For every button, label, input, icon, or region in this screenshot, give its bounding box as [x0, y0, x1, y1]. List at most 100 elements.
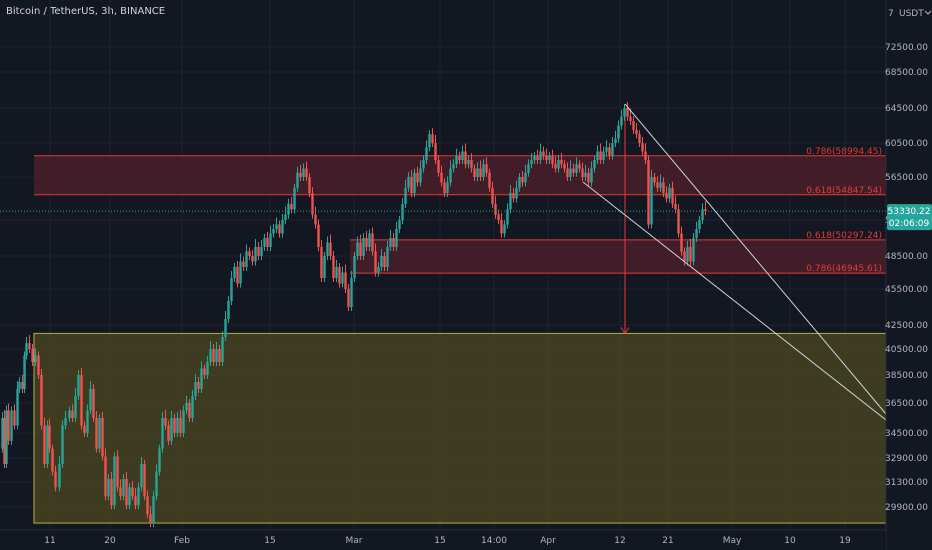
- candle-body: [332, 256, 335, 278]
- candle-body: [500, 220, 503, 234]
- candle-body: [21, 382, 24, 389]
- candle-body: [512, 193, 515, 199]
- candle-body: [365, 238, 368, 247]
- candle-body: [617, 125, 620, 139]
- candle-body: [263, 238, 266, 247]
- candle-body: [386, 247, 389, 267]
- price-tick-label: 34500.00: [885, 429, 928, 439]
- candle-body: [311, 193, 314, 215]
- candle-body: [179, 418, 182, 433]
- candle-body: [560, 160, 563, 165]
- candle-body: [329, 242, 332, 256]
- candle-body: [137, 487, 140, 506]
- candle-body: [10, 410, 13, 441]
- candle-body: [566, 168, 569, 177]
- candle-body: [236, 267, 239, 284]
- candle-body: [176, 418, 179, 433]
- candle-body: [674, 203, 677, 210]
- candle-body: [503, 224, 506, 234]
- candle-body: [422, 160, 425, 169]
- candle-body: [293, 187, 296, 210]
- candle-body: [101, 418, 104, 457]
- time-tick-label: 19: [839, 536, 851, 546]
- candle-body: [1, 418, 4, 449]
- candle-body: [548, 155, 551, 160]
- fib-zone-lower: [350, 239, 886, 274]
- candle-body: [61, 425, 64, 464]
- candle-body: [638, 134, 641, 143]
- price-tick-label: 40500.00: [885, 345, 928, 355]
- candle-body: [353, 256, 356, 278]
- chevron-down-icon[interactable]: [924, 10, 932, 15]
- price-tick-label: 36500.00: [885, 399, 928, 409]
- candle-body: [25, 343, 28, 356]
- candle-body: [113, 456, 116, 506]
- candle-body: [380, 256, 383, 267]
- price-tick-label: 31300.00: [885, 478, 928, 488]
- candle-body: [689, 247, 692, 262]
- candle-body: [506, 209, 509, 225]
- time-tick-label: 15: [264, 536, 275, 546]
- measure-arrow-head: [620, 327, 630, 335]
- candle-body: [239, 261, 242, 284]
- candle-body: [572, 168, 575, 173]
- candle-body: [326, 242, 329, 256]
- candle-body: [224, 319, 227, 337]
- bar-countdown: 02:06:09: [889, 219, 930, 229]
- price-tick-label: 56500.00: [885, 173, 928, 183]
- candle-body: [290, 203, 293, 210]
- candle-body: [155, 471, 158, 497]
- candle-body: [635, 129, 638, 135]
- fib-level-label: 0.618(50297.24): [806, 231, 882, 241]
- candle-body: [479, 168, 482, 177]
- candle-body: [86, 410, 89, 433]
- candle-body: [629, 116, 632, 122]
- candle-body: [569, 168, 572, 177]
- candle-body: [296, 172, 299, 188]
- candle-body: [596, 151, 599, 160]
- candle-body: [623, 108, 626, 117]
- candle-body: [383, 256, 386, 267]
- candle-body: [494, 203, 497, 215]
- candle-body: [551, 155, 554, 165]
- candle-body: [28, 343, 31, 349]
- candle-body: [416, 172, 419, 183]
- candle-body: [173, 418, 176, 433]
- candle-body: [398, 220, 401, 229]
- candle-body: [194, 382, 197, 396]
- candle-body: [389, 238, 392, 247]
- candle-body: [344, 272, 347, 289]
- candle-body: [278, 224, 281, 234]
- candle-body: [71, 410, 74, 418]
- candle-body: [614, 138, 617, 143]
- candle-body: [524, 172, 527, 183]
- candle-body: [695, 229, 698, 238]
- candle-body: [51, 448, 54, 472]
- candle-body: [257, 247, 260, 256]
- candle-body: [464, 151, 467, 165]
- candle-body: [74, 396, 77, 418]
- candle-body: [200, 368, 203, 389]
- currency-label[interactable]: USDT: [899, 9, 924, 19]
- candle-body: [302, 168, 305, 177]
- candle-body: [470, 160, 473, 169]
- price-tick-label: 68500.00: [885, 68, 928, 78]
- time-tick-label: 11: [44, 536, 55, 546]
- candle-body: [260, 247, 263, 256]
- candle-body: [16, 389, 19, 426]
- price-axis[interactable]: [886, 0, 932, 550]
- candle-body: [467, 160, 470, 165]
- candle-body: [434, 143, 437, 160]
- candle-body: [413, 172, 416, 194]
- candle-body: [488, 172, 491, 188]
- candle-body: [167, 425, 170, 441]
- time-axis[interactable]: [0, 530, 886, 550]
- candle-body: [31, 349, 34, 362]
- candle-body: [671, 187, 674, 204]
- currency-prefix: 7: [888, 9, 894, 19]
- candle-body: [40, 375, 43, 426]
- price-tick-label: 64500.00: [885, 104, 928, 114]
- candle-body: [341, 272, 344, 284]
- candle-body: [317, 224, 320, 247]
